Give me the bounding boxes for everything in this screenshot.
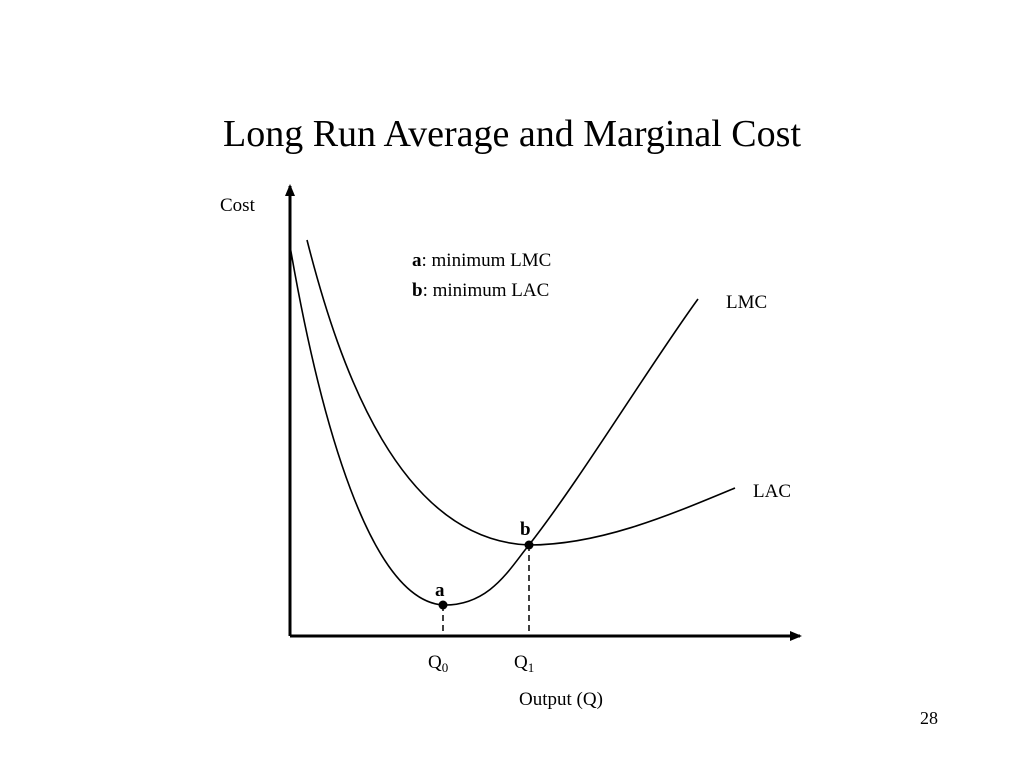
lmc-label: LMC <box>726 292 767 313</box>
legend-a-key: a <box>412 250 422 271</box>
point-b-label: b <box>520 519 531 540</box>
legend-a-text: : minimum LMC <box>422 250 552 271</box>
lac-label: LAC <box>753 481 791 502</box>
legend-b-key: b <box>412 280 423 301</box>
q1-tick-main: Q <box>514 652 528 673</box>
lmc-curve <box>289 245 699 606</box>
point-b-marker <box>524 540 534 550</box>
legend-b-text: : minimum LAC <box>423 280 550 301</box>
y-axis-label: Cost <box>220 195 256 216</box>
q1-tick-label: Q1 <box>514 652 534 675</box>
page-number: 28 <box>920 708 938 728</box>
q0-tick-sub: 0 <box>442 660 449 675</box>
legend-b: b: minimum LAC <box>412 280 549 301</box>
q1-tick-sub: 1 <box>528 660 535 675</box>
lac-curve <box>306 239 736 546</box>
x-axis-label: Output (Q) <box>519 689 603 710</box>
point-a-marker <box>438 600 448 610</box>
legend-a: a: minimum LMC <box>412 250 551 271</box>
q0-tick-main: Q <box>428 652 442 673</box>
point-a-label: a <box>435 580 445 601</box>
q0-tick-label: Q0 <box>428 652 448 675</box>
slide-title: Long Run Average and Marginal Cost <box>223 113 801 155</box>
